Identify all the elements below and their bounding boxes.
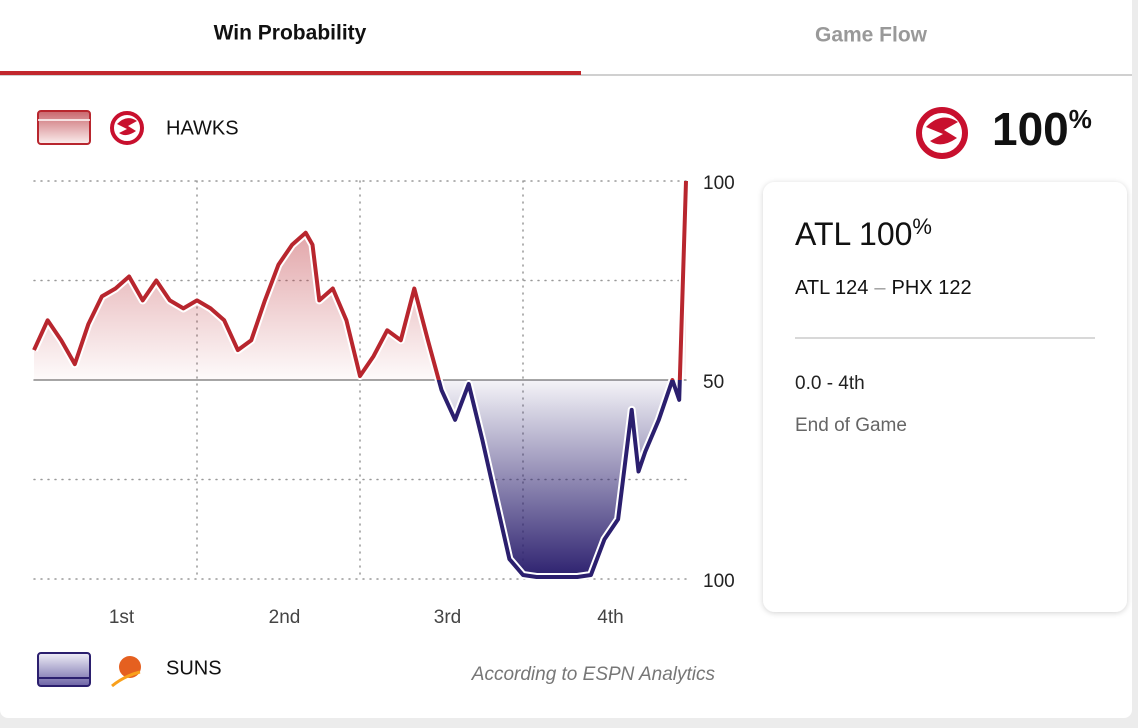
- tab[interactable]: Win Probability: [214, 22, 367, 45]
- tab[interactable]: Game Flow: [815, 24, 928, 47]
- legend-swatch: [37, 110, 91, 145]
- tab-indicator: [0, 71, 581, 75]
- game-status: End of Game: [795, 415, 907, 436]
- header-pct-value: 100: [992, 103, 1069, 155]
- y-tick-label: 100: [703, 571, 735, 592]
- footer-note: According to ESPN Analytics: [471, 664, 716, 685]
- legend-swatch: [37, 652, 91, 687]
- info-panel: [763, 182, 1127, 612]
- hawks-logo: [110, 111, 144, 145]
- home-score: ATL 124: [795, 277, 868, 299]
- legend-label: HAWKS: [166, 117, 239, 139]
- score: ATL 124– PHX 122: [795, 277, 972, 299]
- game-clock: 0.0 - 4th: [795, 373, 865, 394]
- away-score: PHX 122: [892, 277, 972, 299]
- x-tick-label: 1st: [109, 607, 135, 628]
- legend-label: SUNS: [166, 657, 222, 679]
- panel-title: ATL 100%: [795, 214, 932, 253]
- header-logo: [916, 107, 968, 159]
- y-tick-label: 100: [703, 173, 735, 194]
- score-separator: –: [874, 277, 886, 299]
- panel-unit: %: [912, 214, 932, 239]
- panel-pct: 100: [859, 216, 912, 252]
- panel-team: ATL: [795, 216, 851, 252]
- header-pct: 100%: [992, 103, 1092, 155]
- y-tick-label: 50: [703, 372, 724, 393]
- x-tick-label: 4th: [597, 607, 623, 628]
- x-tick-label: 3rd: [434, 607, 461, 628]
- line: [32, 180, 688, 579]
- header-pct-unit: %: [1069, 104, 1092, 134]
- x-tick-label: 2nd: [269, 607, 301, 628]
- suns-logo: [111, 656, 141, 688]
